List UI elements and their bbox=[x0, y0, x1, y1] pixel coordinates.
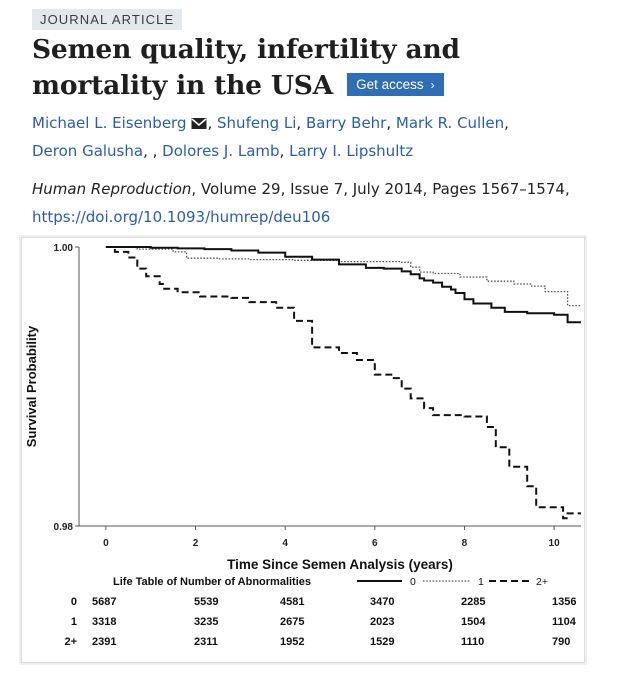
article-title-text: Semen quality, infertility and mortality… bbox=[32, 34, 460, 101]
life-table-cell: 4581 bbox=[280, 596, 304, 608]
author-separator: , bbox=[296, 114, 306, 132]
article-type-badge: JOURNAL ARTICLE bbox=[32, 9, 183, 30]
life-table-cell: 1504 bbox=[461, 616, 486, 628]
life-table-cell: 1356 bbox=[552, 596, 576, 608]
x-tick-label: 10 bbox=[549, 538, 561, 549]
author-link[interactable]: Larry I. Lipshultz bbox=[289, 142, 414, 160]
author-separator: , bbox=[207, 114, 218, 132]
author-link[interactable]: Shufeng Li bbox=[217, 114, 297, 132]
x-axis-title: Time Since Semen Analysis (years) bbox=[227, 557, 453, 572]
author-link[interactable]: Dolores J. Lamb bbox=[162, 142, 280, 160]
author-link[interactable]: Mark R. Cullen bbox=[395, 114, 505, 132]
survival-figure[interactable]: 1.00 0.98 0 2 4 6 8 10 Survival Probability Time … bbox=[21, 237, 585, 663]
y-tick-label: 0.98 bbox=[54, 522, 74, 533]
x-tick-label: 8 bbox=[462, 538, 468, 549]
life-table-row-label: 2+ bbox=[64, 636, 77, 648]
author-separator: , bbox=[386, 114, 396, 132]
life-table-cell: 1110 bbox=[461, 636, 484, 648]
life-table-row-label: 0 bbox=[71, 596, 77, 608]
series-line-2plus bbox=[105, 246, 581, 520]
life-table-cell: 2023 bbox=[370, 616, 394, 628]
y-tick-label: 1.00 bbox=[54, 243, 74, 254]
author-link[interactable]: Deron Galusha bbox=[32, 142, 144, 160]
x-tick-label: 2 bbox=[193, 538, 199, 549]
life-table-cell: 2675 bbox=[280, 616, 304, 628]
x-tick-label: 4 bbox=[282, 538, 288, 549]
legend-label: 2+ bbox=[536, 576, 548, 588]
journal-name: Human Reproduction bbox=[32, 180, 192, 198]
life-table-cell: 1529 bbox=[370, 636, 394, 648]
life-table-row-label: 1 bbox=[71, 616, 77, 628]
author-separator: , bbox=[504, 114, 509, 132]
y-axis-title: Survival Probability bbox=[24, 325, 39, 447]
author-separator: , bbox=[143, 142, 153, 160]
life-table-cell: 2311 bbox=[194, 636, 218, 648]
doi-link[interactable]: https://doi.org/10.1093/humrep/deu106 bbox=[32, 208, 331, 226]
life-table-cell: 2285 bbox=[461, 596, 485, 608]
get-access-label: Get access bbox=[356, 77, 424, 92]
author-separator: , bbox=[279, 142, 290, 160]
citation: Human Reproduction, Volume 29, Issue 7, … bbox=[32, 175, 602, 231]
author-link[interactable]: Michael L. Eisenberg bbox=[32, 114, 187, 132]
author-separator: , bbox=[152, 142, 163, 160]
life-table-cell: 5539 bbox=[194, 596, 218, 608]
citation-details: , Volume 29, Issue 7, July 2014, Pages 1… bbox=[191, 180, 570, 198]
author-link[interactable]: Barry Behr bbox=[305, 114, 387, 132]
legend-title: Life Table of Number of Abnormalities bbox=[113, 576, 311, 588]
life-table-cell: 3318 bbox=[92, 616, 116, 628]
author-list: Michael L. Eisenberg, Shufeng Li, Barry … bbox=[32, 109, 592, 165]
envelope-icon[interactable] bbox=[191, 117, 208, 130]
life-table-cell: 2391 bbox=[92, 636, 116, 648]
article-title: Semen quality, infertility and mortality… bbox=[32, 32, 592, 104]
life-table-cell: 5687 bbox=[92, 596, 116, 608]
legend-label: 0 bbox=[410, 576, 416, 588]
chevron-right-icon: › bbox=[430, 78, 435, 92]
life-table-cell: 1952 bbox=[280, 636, 304, 648]
x-tick-label: 0 bbox=[103, 538, 109, 549]
x-tick-label: 6 bbox=[372, 538, 378, 549]
life-table-cell: 3470 bbox=[370, 596, 394, 608]
life-table-cell: 3235 bbox=[194, 616, 218, 628]
get-access-button[interactable]: Get access › bbox=[347, 73, 444, 96]
series-line-0 bbox=[105, 246, 581, 324]
life-table-cell: 1104 bbox=[552, 616, 577, 628]
series-line-1 bbox=[105, 246, 581, 307]
life-table-cell: 790 bbox=[552, 636, 570, 648]
legend-label: 1 bbox=[478, 576, 484, 588]
